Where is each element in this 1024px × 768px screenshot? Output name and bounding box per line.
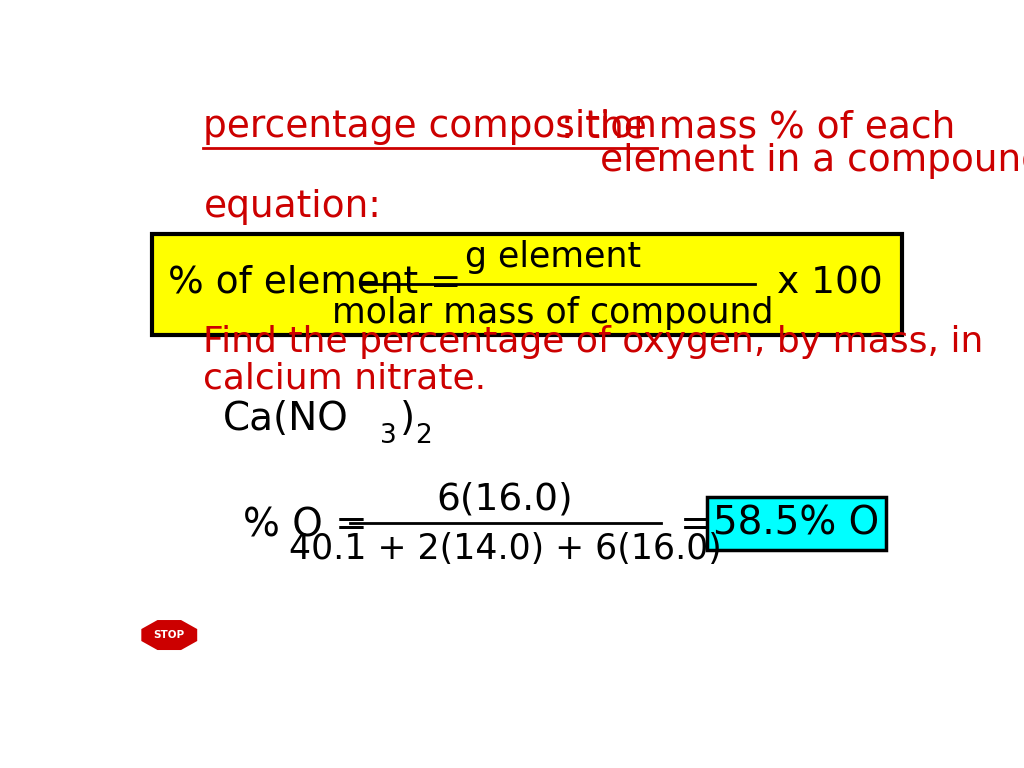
Text: 40.1 + 2(14.0) + 6(16.0): 40.1 + 2(14.0) + 6(16.0) xyxy=(289,531,721,566)
Text: 58.5% O: 58.5% O xyxy=(713,505,880,543)
Text: equation:: equation: xyxy=(204,189,381,225)
Text: 3: 3 xyxy=(380,422,397,449)
Text: Ca(NO: Ca(NO xyxy=(223,400,349,438)
Text: =: = xyxy=(680,506,712,544)
Text: ): ) xyxy=(399,400,415,438)
Text: 6(16.0): 6(16.0) xyxy=(436,481,573,517)
Text: : the mass % of each: : the mass % of each xyxy=(560,109,954,145)
Text: Find the percentage of oxygen, by mass, in: Find the percentage of oxygen, by mass, … xyxy=(204,326,984,359)
FancyBboxPatch shape xyxy=(708,497,886,551)
Text: percentage composition: percentage composition xyxy=(204,109,657,145)
Text: STOP: STOP xyxy=(154,630,184,640)
Text: x 100: x 100 xyxy=(777,266,884,302)
Text: % of element =: % of element = xyxy=(168,265,461,300)
Text: 2: 2 xyxy=(416,422,432,449)
Text: element in a compound: element in a compound xyxy=(600,143,1024,179)
Text: molar mass of compound: molar mass of compound xyxy=(332,296,773,329)
FancyBboxPatch shape xyxy=(152,234,902,335)
Text: calcium nitrate.: calcium nitrate. xyxy=(204,362,486,396)
Text: % O =: % O = xyxy=(243,506,368,544)
Text: g element: g element xyxy=(465,240,641,273)
Polygon shape xyxy=(140,619,199,651)
